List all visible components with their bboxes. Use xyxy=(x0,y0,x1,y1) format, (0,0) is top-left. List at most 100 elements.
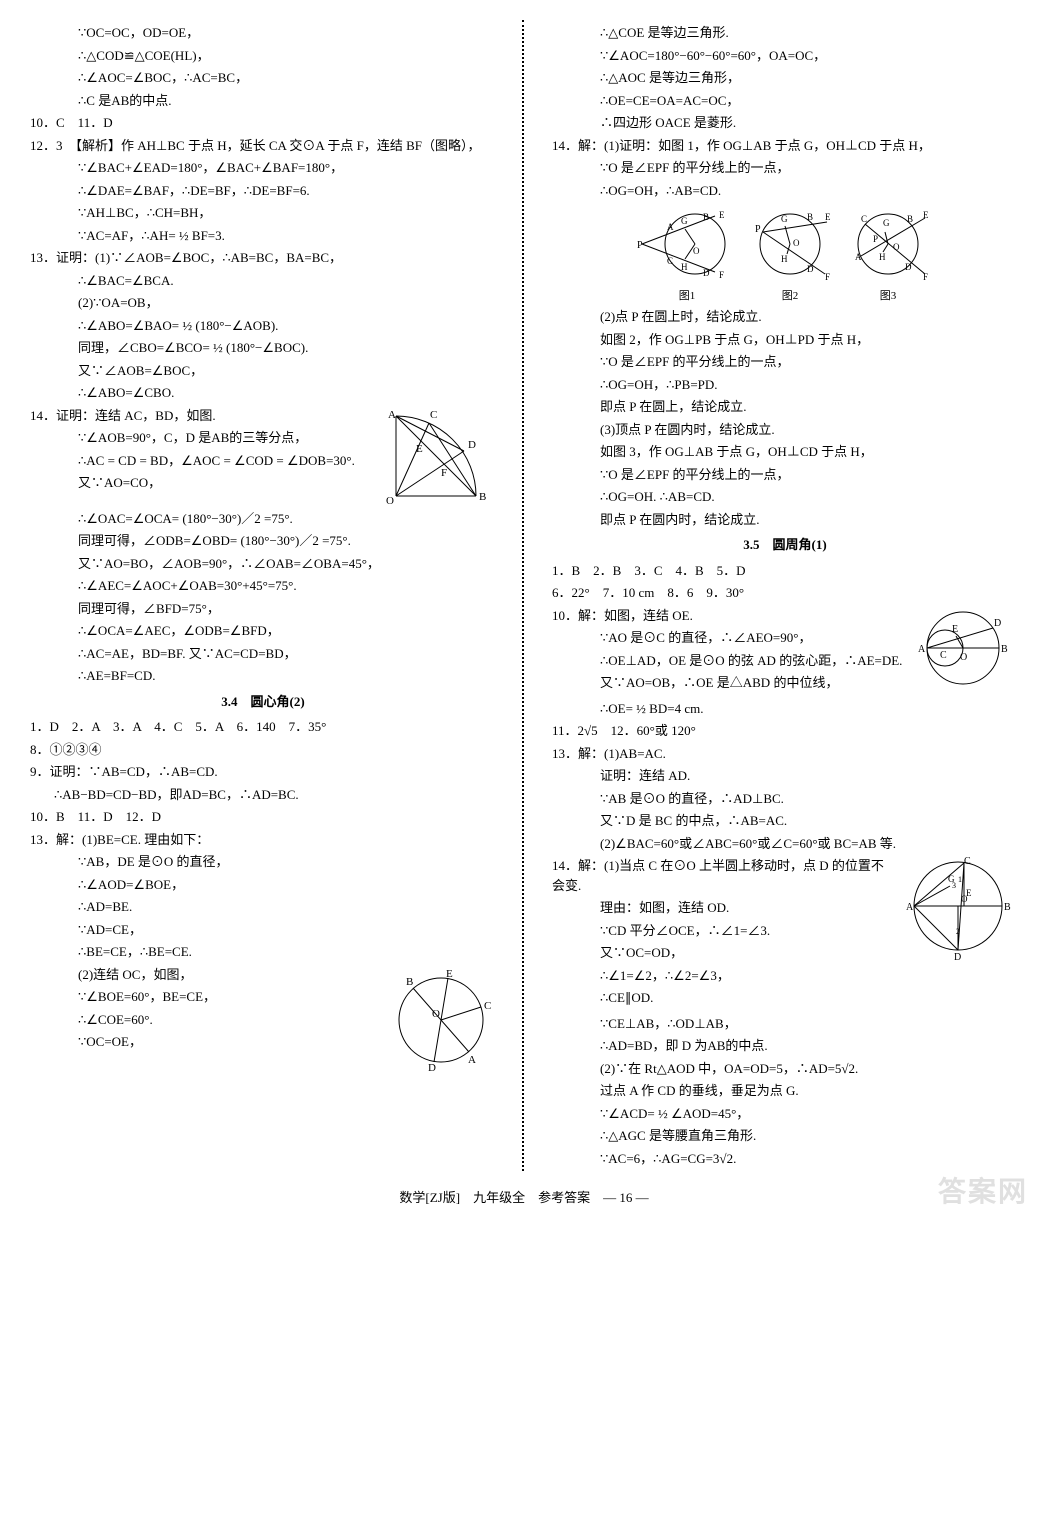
svg-text:A: A xyxy=(906,902,914,913)
svg-text:O: O xyxy=(693,246,700,256)
line: ∵O 是∠EPF 的平分线上的一点， xyxy=(552,158,1018,178)
svg-text:H: H xyxy=(781,254,788,264)
line: ∵OC=OC，OD=OE， xyxy=(30,23,496,43)
svg-text:D: D xyxy=(703,268,710,278)
line: ∴∠AEC=∠AOC+∠OAB=30°+45°=75°. xyxy=(30,576,496,596)
line: ∴OG=OH，∴AB=CD. xyxy=(552,181,1018,201)
line: (2)∠BAC=60°或∠ABC=60°或∠C=60°或 BC=AB 等. xyxy=(552,834,1018,854)
svg-text:A: A xyxy=(667,222,674,232)
line: 又∵∠AOB=∠BOC， xyxy=(30,361,496,381)
line: 如图 3，作 OG⊥AB 于点 G，OH⊥CD 于点 H， xyxy=(552,442,1018,462)
answer-line: 1．B 2．B 3．C 4．B 5．D xyxy=(552,561,1018,581)
q13: 13．证明：(1)∵∠AOB=∠BOC，∴AB=BC，BA=BC， xyxy=(30,248,496,268)
figure-1: P A G B E O C H D F xyxy=(637,204,737,284)
line: ∴∠ABO=∠BAO= ½ (180°−∠AOB). xyxy=(30,316,496,336)
svg-text:O: O xyxy=(893,242,900,252)
svg-text:E: E xyxy=(416,443,423,455)
line: ∴∠AOC=∠BOC，∴AC=BC， xyxy=(30,68,496,88)
svg-text:2: 2 xyxy=(956,927,960,936)
line: ∵AC=6，∴AG=CG=3√2. xyxy=(552,1149,1018,1169)
svg-text:O: O xyxy=(432,1008,440,1020)
figure-q14-left: A C D B O E F xyxy=(386,406,496,506)
svg-text:E: E xyxy=(966,888,972,898)
svg-text:E: E xyxy=(923,210,929,220)
figure-3: P C G B E O A H D F xyxy=(843,204,933,284)
svg-text:G: G xyxy=(781,214,788,224)
line: 过点 A 作 CD 的垂线，垂足为点 G. xyxy=(552,1081,1018,1101)
watermark: 答案网 xyxy=(938,1170,1028,1210)
line: 同理可得，∠ODB=∠OBD= (180°−30°)／2 =75°. xyxy=(30,531,496,551)
svg-text:O: O xyxy=(386,495,394,506)
svg-text:C: C xyxy=(964,856,971,867)
page-footer: 数学[ZJ版] 九年级全 参考答案 — 16 — xyxy=(30,1187,1018,1206)
figure-2: P G B E O H D F xyxy=(745,204,835,284)
svg-text:D: D xyxy=(807,264,814,274)
line: ∴∠AOD=∠BOE， xyxy=(30,875,496,895)
line: ∴∠ABO=∠CBO. xyxy=(30,383,496,403)
svg-text:P: P xyxy=(873,234,878,244)
line: ∵AB，DE 是⊙O 的直径， xyxy=(30,852,496,872)
line: ∵AH⊥BC，∴CH=BH， xyxy=(30,203,496,223)
line: ∴△AOC 是等边三角形， xyxy=(552,68,1018,88)
column-divider xyxy=(522,20,526,1171)
svg-text:G: G xyxy=(681,216,688,226)
svg-text:P: P xyxy=(755,224,761,235)
line: ∵O 是∠EPF 的平分线上的一点， xyxy=(552,465,1018,485)
line: ∴AD=BD，即 D 为AB的中点. xyxy=(552,1036,1018,1056)
line: ∴∠BAC=∠BCA. xyxy=(30,271,496,291)
svg-text:B: B xyxy=(807,212,813,222)
svg-text:P: P xyxy=(637,240,643,251)
line: ∴CE∥OD. xyxy=(552,988,1018,1008)
left-column: ∵OC=OC，OD=OE， ∴△COD≌△COE(HL)， ∴∠AOC=∠BOC… xyxy=(30,20,496,1171)
svg-text:B: B xyxy=(1001,644,1008,655)
fig-label: 图2 xyxy=(745,287,835,303)
svg-text:C: C xyxy=(940,650,947,661)
line: ∵∠ACD= ½ ∠AOD=45°， xyxy=(552,1104,1018,1124)
svg-text:B: B xyxy=(703,212,709,222)
svg-text:E: E xyxy=(952,624,958,635)
line: 9．证明：∵AB=CD，∴AB=CD. xyxy=(30,762,496,782)
line: ∴AC=AE，BD=BF. 又∵AC=CD=BD， xyxy=(30,644,496,664)
line: ∵∠BAC+∠EAD=180°，∠BAC+∠BAF=180°， xyxy=(30,158,496,178)
svg-text:H: H xyxy=(879,252,886,262)
line: (3)顶点 P 在圆内时，结论成立. xyxy=(552,420,1018,440)
svg-text:A: A xyxy=(468,1054,476,1066)
figure-s35q10: A C O B E D xyxy=(908,606,1018,691)
line: ∵AD=CE， xyxy=(30,920,496,940)
line: ∴∠1=∠2，∴∠2=∠3， xyxy=(552,966,1018,986)
svg-text:H: H xyxy=(681,262,688,272)
line: ∴C 是AB的中点. xyxy=(30,91,496,111)
svg-text:O: O xyxy=(960,652,967,663)
svg-text:C: C xyxy=(667,256,673,266)
two-column-layout: ∵OC=OC，OD=OE， ∴△COD≌△COE(HL)， ∴∠AOC=∠BOC… xyxy=(30,20,1018,1171)
q14-right: 14．解：(1)证明：如图 1，作 OG⊥AB 于点 G，OH⊥CD 于点 H， xyxy=(552,136,1018,156)
svg-text:E: E xyxy=(719,210,725,220)
svg-text:D: D xyxy=(905,262,912,272)
svg-text:1: 1 xyxy=(958,875,962,884)
line: 同理，∠CBO=∠BCO= ½ (180°−∠BOC). xyxy=(30,338,496,358)
svg-text:F: F xyxy=(825,272,830,282)
line: 13．解：(1)AB=AC. xyxy=(552,744,1018,764)
svg-text:G: G xyxy=(883,218,890,228)
line: ∴BE=CE，∴BE=CE. xyxy=(30,942,496,962)
line: ∵CE⊥AB，∴OD⊥AB， xyxy=(552,1014,1018,1034)
answer-line: 1．D 2．A 3．A 4．C 5．A 6．140 7．35° xyxy=(30,717,496,737)
line: 13．解：(1)BE=CE. 理由如下： xyxy=(30,830,496,850)
svg-text:D: D xyxy=(994,618,1001,629)
line: ∵∠AOC=180°−60°−60°=60°，OA=OC， xyxy=(552,46,1018,66)
line: ∴∠OAC=∠OCA= (180°−30°)／2 =75°. xyxy=(30,509,496,529)
line: 又∵D 是 BC 的中点，∴AB=AC. xyxy=(552,811,1018,831)
svg-text:A: A xyxy=(388,409,396,421)
line: ∵O 是∠EPF 的平分线上的一点， xyxy=(552,352,1018,372)
line: 如图 2，作 OG⊥PB 于点 G，OH⊥PD 于点 H， xyxy=(552,330,1018,350)
line: ∵AB 是⊙O 的直径，∴AD⊥BC. xyxy=(552,789,1018,809)
line: ∴△COD≌△COE(HL)， xyxy=(30,46,496,66)
line: ∴AB−BD=CD−BD，即AD=BC，∴AD=BC. xyxy=(30,785,496,805)
line: ∴四边形 OACE 是菱形. xyxy=(552,113,1018,133)
svg-text:F: F xyxy=(719,270,724,280)
line: ∴△COE 是等边三角形. xyxy=(552,23,1018,43)
figure-s35q14: A B C D O E G 3 1 2 xyxy=(898,856,1018,966)
svg-text:O: O xyxy=(793,238,800,248)
line: ∴∠DAE=∠BAF，∴DE=BF，∴DE=BF=6. xyxy=(30,181,496,201)
fig-label: 图3 xyxy=(843,287,933,303)
